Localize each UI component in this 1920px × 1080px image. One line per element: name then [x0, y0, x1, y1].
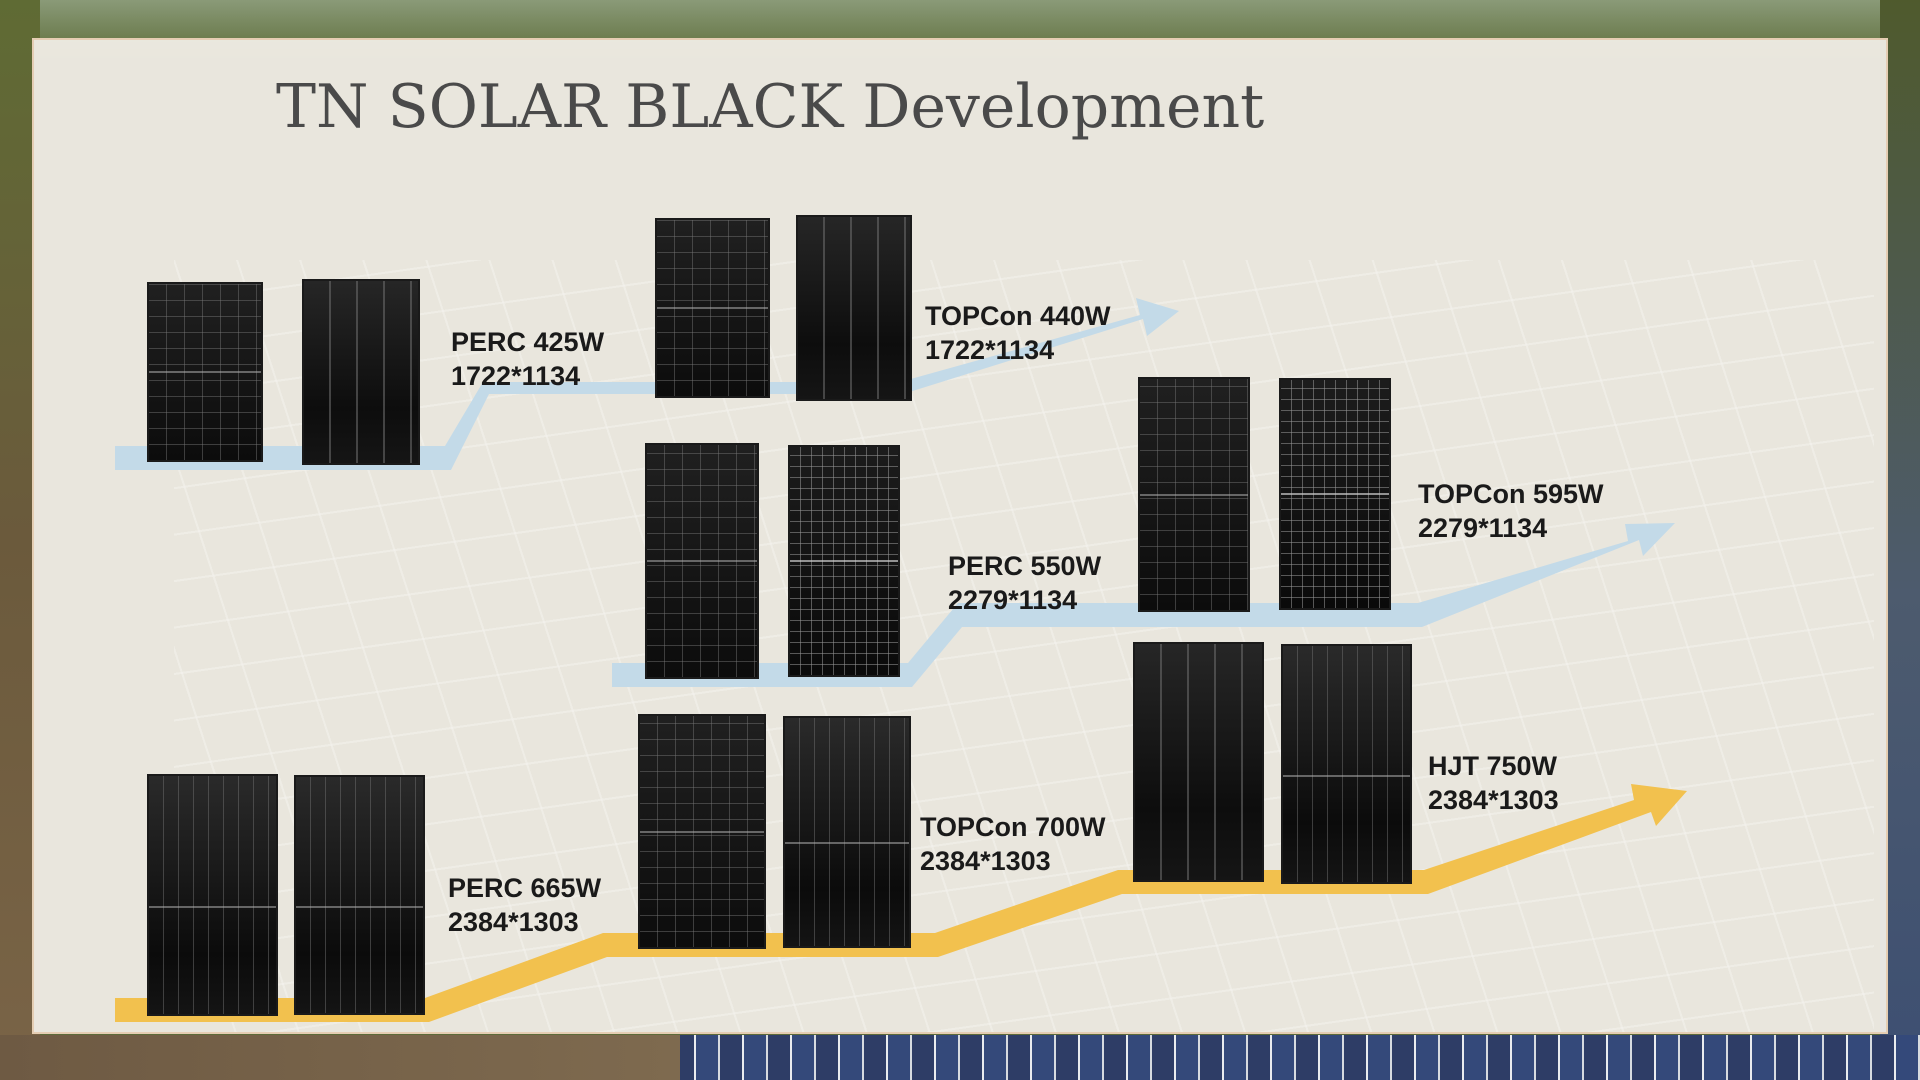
stage-label-perc-425w: PERC 425W 1722*1134 — [451, 325, 604, 393]
stage-label-hjt-750w: HJT 750W 2384*1303 — [1428, 749, 1559, 817]
stage-size: 1722*1134 — [925, 335, 1055, 365]
stage-size: 2384*1303 — [448, 907, 579, 937]
stage-name: TOPCon 595W — [1418, 479, 1604, 509]
solar-module-perc-425w-back — [302, 279, 420, 465]
stage-size: 2384*1303 — [1428, 785, 1559, 815]
stage-label-topcon-595w: TOPCon 595W 2279*1134 — [1418, 477, 1604, 545]
stage-label-topcon-440w: TOPCon 440W 1722*1134 — [925, 299, 1111, 367]
solar-array-strip — [0, 1035, 1920, 1080]
solar-module-topcon-700w-back — [783, 716, 911, 948]
stage-label-topcon-700w: TOPCon 700W 2384*1303 — [920, 810, 1106, 878]
stage-size: 2279*1134 — [948, 585, 1078, 615]
stage-label-perc-550w: PERC 550W 2279*1134 — [948, 549, 1101, 617]
stage-name: PERC 665W — [448, 873, 602, 903]
stage-name: TOPCon 700W — [920, 812, 1106, 842]
solar-module-perc-665w-front — [147, 774, 278, 1016]
solar-module-hjt-750w-front — [1133, 642, 1264, 882]
solar-module-topcon-440w-front — [655, 218, 770, 398]
row1-arrow — [115, 298, 1179, 470]
stage-label-perc-665w: PERC 665W 2384*1303 — [448, 871, 601, 939]
stage-name: TOPCon 440W — [925, 301, 1111, 331]
solar-module-perc-550w-front — [645, 443, 759, 679]
solar-module-perc-550w-back — [788, 445, 900, 677]
stage-size: 2279*1134 — [1418, 513, 1548, 543]
solar-module-topcon-595w-front — [1138, 377, 1250, 612]
slide-title: TN SOLAR BLACK Development — [276, 72, 1265, 142]
stage-name: HJT 750W — [1428, 751, 1558, 781]
solar-module-hjt-750w-back — [1281, 644, 1412, 884]
stage-size: 1722*1134 — [451, 361, 581, 391]
stage-name: PERC 425W — [451, 327, 605, 357]
solar-module-perc-425w-front — [147, 282, 263, 462]
solar-module-topcon-440w-back — [796, 215, 912, 401]
solar-module-topcon-595w-back — [1279, 378, 1391, 610]
solar-module-topcon-700w-front — [638, 714, 766, 949]
stage-name: PERC 550W — [948, 551, 1102, 581]
solar-module-perc-665w-back — [294, 775, 425, 1015]
stage-size: 2384*1303 — [920, 846, 1051, 876]
